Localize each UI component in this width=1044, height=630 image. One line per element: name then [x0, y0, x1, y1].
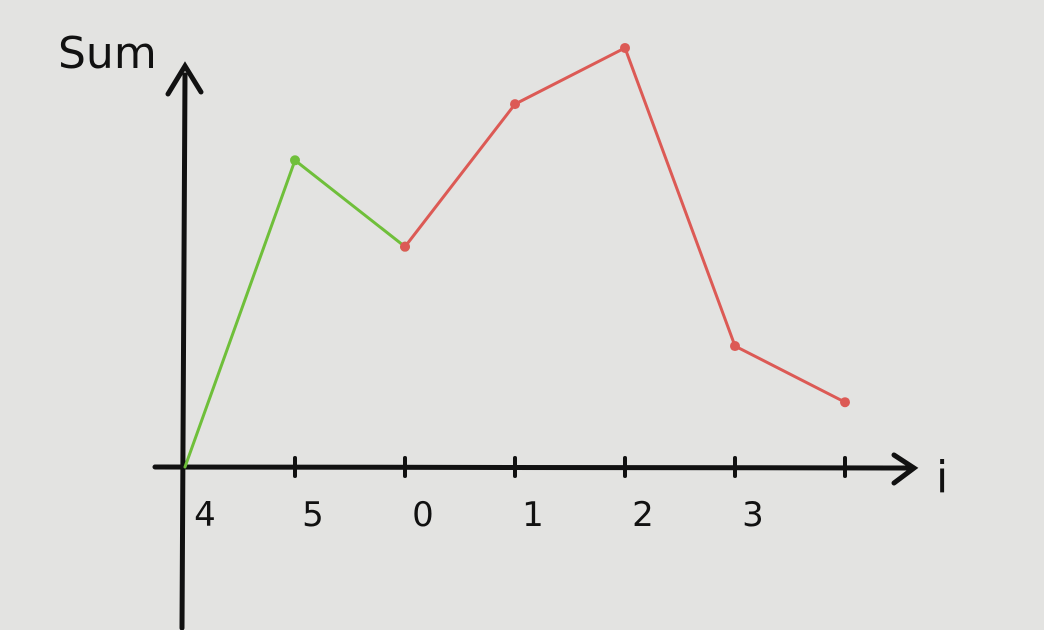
x-axis-label: i — [936, 452, 948, 503]
series-line-0 — [183, 158, 407, 469]
x-axis-arrowhead — [891, 452, 919, 486]
x-tick-label: 2 — [632, 495, 654, 535]
data-point — [290, 155, 300, 166]
data-point — [620, 42, 630, 53]
x-tick-label: 1 — [522, 495, 544, 535]
data-point — [840, 397, 850, 408]
x-axis — [152, 464, 915, 471]
data-point — [510, 99, 520, 110]
x-tick-label: 5 — [302, 495, 324, 535]
x-tick-labels: 4 5 0 1 2 3 — [194, 495, 764, 535]
data-point — [730, 341, 740, 352]
y-axis-label: Sum — [58, 28, 157, 79]
x-tick-label: 4 — [194, 495, 216, 535]
x-ticks — [293, 456, 847, 478]
series-line-1 — [403, 46, 847, 404]
x-tick-label: 0 — [412, 495, 434, 535]
data-point — [400, 241, 410, 252]
x-tick-label: 3 — [742, 495, 764, 535]
y-axis — [179, 72, 188, 630]
series-group — [183, 42, 850, 469]
y-axis-arrowhead — [165, 61, 204, 97]
